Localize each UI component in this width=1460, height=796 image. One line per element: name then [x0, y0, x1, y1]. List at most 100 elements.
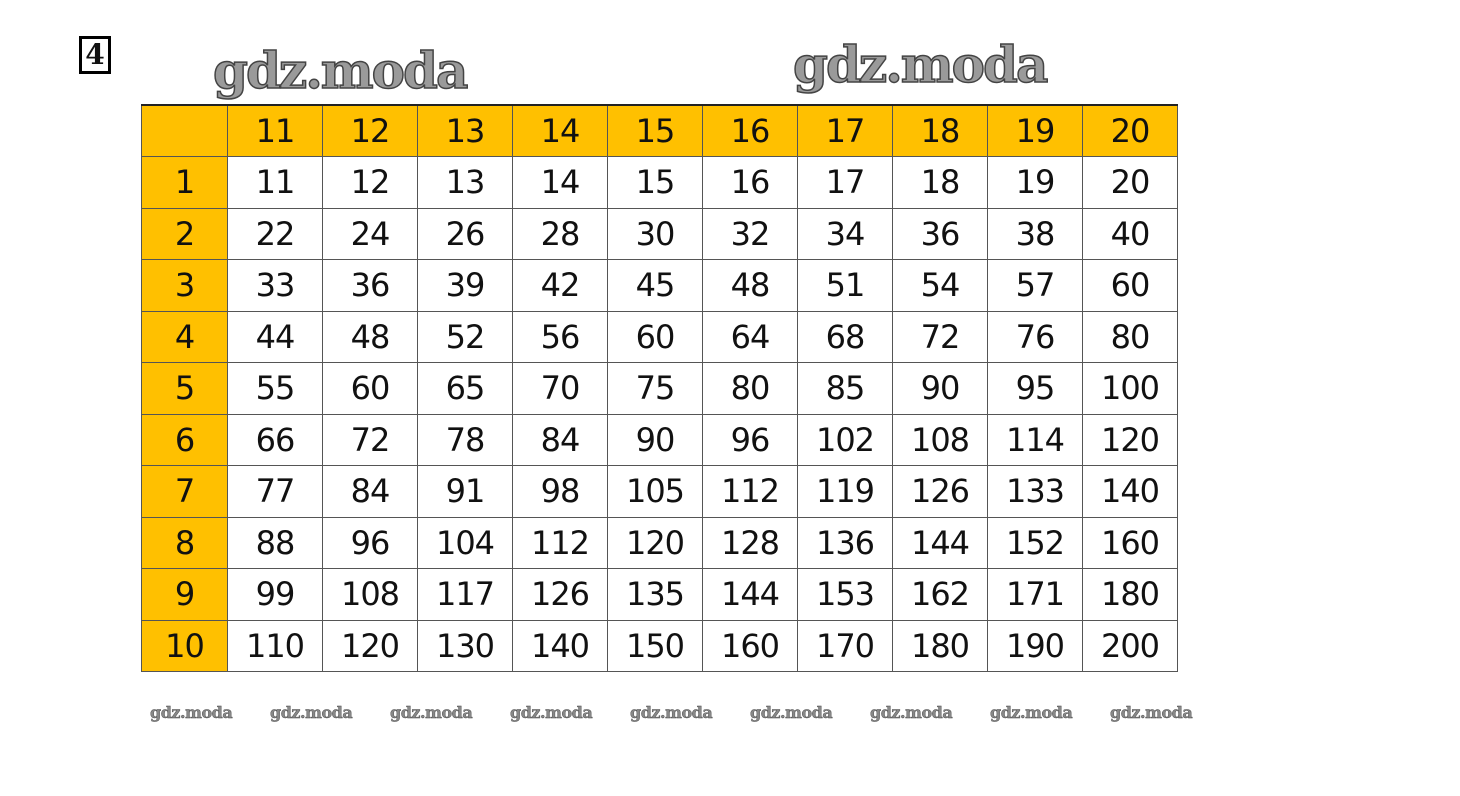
table-row: 6 66 72 78 84 90 96 102 108 114 120: [141, 413, 1178, 466]
product-cell: 153: [797, 568, 893, 621]
product-cell: 162: [892, 568, 988, 621]
column-header: 13: [417, 104, 513, 157]
product-cell: 120: [1082, 413, 1178, 466]
product-cell: 78: [417, 413, 513, 466]
product-cell: 24: [322, 207, 418, 260]
product-cell: 100: [1082, 362, 1178, 415]
product-cell: 112: [702, 465, 798, 518]
row-header: 9: [141, 568, 228, 621]
product-cell: 96: [702, 413, 798, 466]
product-cell: 13: [417, 156, 513, 209]
product-cell: 119: [797, 465, 893, 518]
product-cell: 102: [797, 413, 893, 466]
product-cell: 91: [417, 465, 513, 518]
table-row: 10 110 120 130 140 150 160 170 180 190 200: [141, 619, 1178, 672]
product-cell: 26: [417, 207, 513, 260]
table-row: 5 55 60 65 70 75 80 85 90 95 100: [141, 362, 1178, 415]
product-cell: 180: [892, 619, 988, 672]
product-cell: 135: [607, 568, 703, 621]
watermark-logo: gdz.moda: [750, 703, 833, 722]
product-cell: 70: [512, 362, 608, 415]
column-header: 20: [1082, 104, 1178, 157]
product-cell: 126: [892, 465, 988, 518]
product-cell: 112: [512, 516, 608, 569]
product-cell: 80: [702, 362, 798, 415]
product-cell: 110: [227, 619, 323, 672]
product-cell: 84: [322, 465, 418, 518]
watermark-logo: gdz.moda: [792, 35, 1049, 94]
watermark-logo: gdz.moda: [1110, 703, 1193, 722]
product-cell: 77: [227, 465, 323, 518]
product-cell: 60: [322, 362, 418, 415]
product-cell: 48: [322, 310, 418, 363]
product-cell: 108: [892, 413, 988, 466]
product-cell: 75: [607, 362, 703, 415]
column-header: 19: [987, 104, 1083, 157]
product-cell: 16: [702, 156, 798, 209]
table-row: 3 33 36 39 42 45 48 51 54 57 60: [141, 259, 1178, 312]
product-cell: 104: [417, 516, 513, 569]
product-cell: 18: [892, 156, 988, 209]
product-cell: 120: [607, 516, 703, 569]
column-header: 16: [702, 104, 798, 157]
product-cell: 32: [702, 207, 798, 260]
watermark-logo: gdz.moda: [212, 41, 469, 100]
product-cell: 140: [512, 619, 608, 672]
watermark-logo: gdz.moda: [390, 703, 473, 722]
product-cell: 99: [227, 568, 323, 621]
product-cell: 144: [702, 568, 798, 621]
table-row: 4 44 48 52 56 60 64 68 72 76 80: [141, 310, 1178, 363]
product-cell: 140: [1082, 465, 1178, 518]
product-cell: 88: [227, 516, 323, 569]
product-cell: 33: [227, 259, 323, 312]
product-cell: 200: [1082, 619, 1178, 672]
product-cell: 136: [797, 516, 893, 569]
row-header: 4: [141, 310, 228, 363]
column-header: 17: [797, 104, 893, 157]
product-cell: 72: [892, 310, 988, 363]
product-cell: 51: [797, 259, 893, 312]
product-cell: 90: [892, 362, 988, 415]
row-header: 2: [141, 207, 228, 260]
product-cell: 180: [1082, 568, 1178, 621]
product-cell: 64: [702, 310, 798, 363]
product-cell: 95: [987, 362, 1083, 415]
product-cell: 36: [892, 207, 988, 260]
product-cell: 22: [227, 207, 323, 260]
watermark-logo: gdz.moda: [150, 703, 233, 722]
column-header: 14: [512, 104, 608, 157]
product-cell: 42: [512, 259, 608, 312]
table-row: 7 77 84 91 98 105 112 119 126 133 140: [141, 465, 1178, 518]
row-header: 6: [141, 413, 228, 466]
product-cell: 55: [227, 362, 323, 415]
product-cell: 117: [417, 568, 513, 621]
product-cell: 171: [987, 568, 1083, 621]
table-row: 2 22 24 26 28 30 32 34 36 38 40: [141, 207, 1178, 260]
multiplication-table: 11 12 13 14 15 16 17 18 19 20 1 11 12 13 14 15 16 17 18 19 2…: [141, 104, 1178, 672]
corner-cell: [141, 104, 228, 157]
product-cell: 120: [322, 619, 418, 672]
product-cell: 98: [512, 465, 608, 518]
column-header: 12: [322, 104, 418, 157]
product-cell: 84: [512, 413, 608, 466]
product-cell: 39: [417, 259, 513, 312]
product-cell: 170: [797, 619, 893, 672]
row-header: 5: [141, 362, 228, 415]
product-cell: 36: [322, 259, 418, 312]
product-cell: 20: [1082, 156, 1178, 209]
row-header: 10: [141, 619, 228, 672]
watermark-logo: gdz.moda: [270, 703, 353, 722]
product-cell: 40: [1082, 207, 1178, 260]
watermark-logo: gdz.moda: [870, 703, 953, 722]
task-number: 4: [79, 36, 111, 74]
product-cell: 128: [702, 516, 798, 569]
product-cell: 38: [987, 207, 1083, 260]
product-cell: 15: [607, 156, 703, 209]
product-cell: 133: [987, 465, 1083, 518]
product-cell: 144: [892, 516, 988, 569]
product-cell: 105: [607, 465, 703, 518]
product-cell: 45: [607, 259, 703, 312]
product-cell: 30: [607, 207, 703, 260]
product-cell: 44: [227, 310, 323, 363]
product-cell: 52: [417, 310, 513, 363]
